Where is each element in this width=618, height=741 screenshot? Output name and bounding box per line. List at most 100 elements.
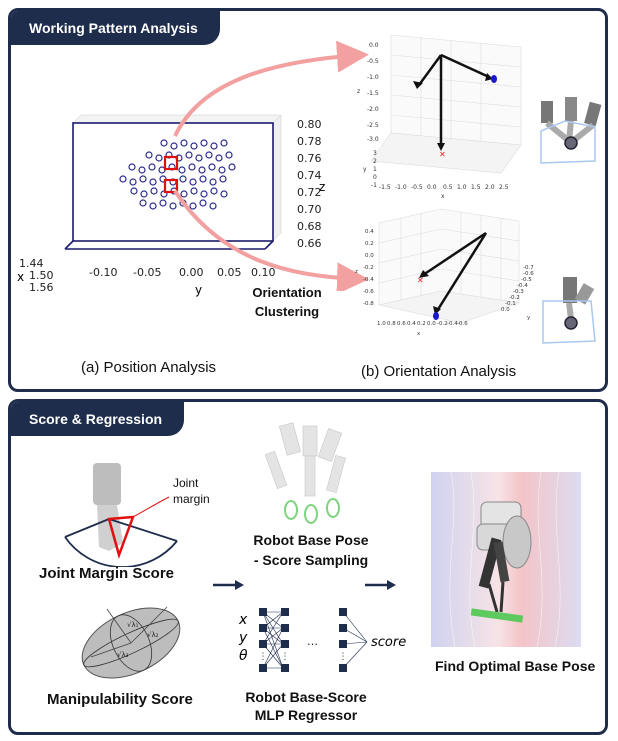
y-tick: -0.3 xyxy=(513,289,524,295)
position-point xyxy=(149,202,157,210)
mlp-input-x: x xyxy=(238,612,248,628)
z-tick: -0.8 xyxy=(363,301,374,307)
working-pattern-panel: Working Pattern Analysis 0.80 0.78 0.76 … xyxy=(8,8,608,392)
position-point xyxy=(130,187,138,195)
y-axis-label: y xyxy=(527,315,531,321)
y-tick: -0.05 xyxy=(133,266,161,279)
z-tick: 0.72 xyxy=(297,186,322,199)
y-tick: -0.2 xyxy=(509,295,520,301)
mlp-input-theta: θ xyxy=(239,648,248,664)
position-point xyxy=(138,166,146,174)
position-point xyxy=(190,187,198,195)
mlp-network-illustration: ⋮ ⋮ ⋮ … x y θ score xyxy=(238,608,406,672)
mlp-output-score: score xyxy=(371,635,406,650)
z-tick: -0.4 xyxy=(363,277,374,283)
x-tick: 0.0 xyxy=(427,184,437,191)
x-tick: 1.56 xyxy=(29,281,54,294)
x-axis-label: x xyxy=(417,331,421,337)
position-point xyxy=(140,190,148,198)
z-tick: -2.5 xyxy=(367,122,379,129)
position-point xyxy=(200,190,208,198)
x-tick: 0.0 xyxy=(427,321,436,327)
position-point xyxy=(209,178,217,186)
z-axis-label: z xyxy=(355,269,358,275)
position-point xyxy=(170,142,178,150)
y-tick: -0.5 xyxy=(521,277,532,283)
position-point xyxy=(169,202,177,210)
position-point xyxy=(228,163,236,171)
x-tick: -0.5 xyxy=(411,184,423,191)
y-tick: -0.6 xyxy=(523,271,534,277)
position-point xyxy=(180,190,188,198)
y-tick: -0.7 xyxy=(523,265,534,271)
position-point xyxy=(208,163,216,171)
x-axis-label: x xyxy=(17,270,24,284)
y-tick: -0.1 xyxy=(505,301,516,307)
ellipsoid-axis-label: √λ₂ xyxy=(147,631,159,639)
y-tick: 0.0 xyxy=(501,307,510,313)
position-point xyxy=(129,178,137,186)
position-point xyxy=(189,178,197,186)
y-tick: 0.10 xyxy=(251,266,276,279)
x-tick: -1.5 xyxy=(379,184,391,191)
position-point xyxy=(220,139,228,147)
position-point xyxy=(189,202,197,210)
z-tick: 0.76 xyxy=(297,152,322,165)
y-tick: 0.05 xyxy=(217,266,242,279)
position-point xyxy=(210,187,218,195)
position-point xyxy=(210,142,218,150)
clustering-arrows xyxy=(173,41,369,291)
x-tick: 1.5 xyxy=(471,184,481,191)
position-point xyxy=(179,175,187,183)
position-point xyxy=(150,187,158,195)
position-point xyxy=(198,166,206,174)
position-point xyxy=(180,139,188,147)
mlp-input-y: y xyxy=(238,630,248,646)
position-point xyxy=(139,175,147,183)
position-point xyxy=(145,151,153,159)
highlight-marker-1 xyxy=(163,155,179,171)
robot-gripper-illustration-top xyxy=(540,97,602,164)
position-point xyxy=(209,202,217,210)
joint-margin-illustration xyxy=(64,463,178,567)
position-point xyxy=(149,178,157,186)
z-tick: 0.66 xyxy=(297,237,322,250)
mlp-regressor-label: Robot Base-Score MLP Regressor xyxy=(245,689,367,723)
x-tick: -0.4 xyxy=(447,321,458,327)
position-point xyxy=(188,163,196,171)
manipulability-score-label: Manipulability Score xyxy=(47,691,193,708)
z-tick-labels: 0.80 0.78 0.76 0.74 0.72 0.70 0.68 0.66 xyxy=(297,118,322,250)
x-tick: 2.0 xyxy=(485,184,495,191)
z-tick: 0.2 xyxy=(365,241,374,247)
z-tick: 0.78 xyxy=(297,135,322,148)
optimal-base-pose-heatmap xyxy=(431,472,581,647)
y-tick: 0.00 xyxy=(179,266,204,279)
y-tick: 2 xyxy=(373,158,377,165)
x-tick: 1.44 xyxy=(19,257,44,270)
position-point xyxy=(148,163,156,171)
y-tick: 0 xyxy=(373,174,377,181)
z-tick: 0.70 xyxy=(297,203,322,216)
robot-base-pose-sampling-label: Robot Base Pose - Score Sampling xyxy=(253,532,369,568)
manipulability-ellipsoid-illustration: √λ₁ √λ₂ √λ₃ xyxy=(81,606,181,679)
y-tick-labels: -0.10 -0.05 0.00 0.05 0.10 xyxy=(89,266,276,279)
z-tick: -2.0 xyxy=(367,106,379,113)
z-tick: -1.0 xyxy=(367,74,379,81)
z-tick: -0.6 xyxy=(363,289,374,295)
orientation-plot-bottom: ✕ 0.4 0.2 0.0 -0.2 -0.4 -0.6 -0.8 z 1.0 … xyxy=(355,208,534,337)
z-tick: 0.80 xyxy=(297,118,322,131)
position-point xyxy=(128,163,136,171)
position-point xyxy=(190,142,198,150)
svg-text:⋮: ⋮ xyxy=(281,652,290,662)
y-tick: -1 xyxy=(371,182,377,189)
orientation-clustering-label: Orientation Clustering xyxy=(252,285,322,319)
z-axis-label: z xyxy=(357,88,360,95)
svg-text:✕: ✕ xyxy=(439,150,446,159)
position-point xyxy=(119,175,127,183)
x-tick-labels: 1.44 1.50 1.56 xyxy=(19,257,54,294)
y-axis-label: y xyxy=(363,166,367,173)
position-point xyxy=(218,166,226,174)
z-tick: -0.2 xyxy=(363,265,374,271)
z-tick: 0.0 xyxy=(369,42,379,49)
orientation-analysis-caption: (b) Orientation Analysis xyxy=(361,363,517,380)
